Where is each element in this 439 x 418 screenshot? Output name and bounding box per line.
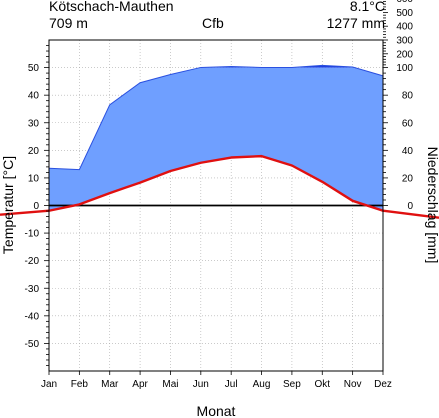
left-tick-label: 20 <box>28 146 40 157</box>
temperature-stub-right <box>382 209 439 219</box>
elevation: 709 m <box>49 15 88 31</box>
precipitation-line <box>48 64 384 171</box>
left-tick-label: -30 <box>25 284 40 295</box>
x-axis-label: Monat <box>197 403 236 418</box>
right-tick-label: 40 <box>402 146 414 157</box>
x-tick-label: Mai <box>162 379 178 390</box>
right-tick-label: 300 <box>396 36 413 47</box>
temperature-stub-left <box>0 209 50 216</box>
right-tick-label: 200 <box>396 49 413 60</box>
left-tick-label: 40 <box>28 91 40 102</box>
left-tick-label: -20 <box>25 256 40 267</box>
left-axis: 50 40 30 20 10 0 -10 -20 -30 -40 -50 <box>25 45 49 366</box>
left-tick-label: 10 <box>28 173 40 184</box>
x-tick-label: Okt <box>314 379 330 390</box>
left-tick-label: 0 <box>33 201 39 212</box>
right-axis: 900800700600500400300200100806040200 <box>383 0 413 212</box>
left-tick-label: 50 <box>28 63 40 74</box>
x-tick-label: Apr <box>132 379 148 390</box>
left-tick-label: -10 <box>25 229 40 240</box>
station-name: Kötschach-Mauthen <box>49 0 174 14</box>
right-tick-label: 600 <box>396 0 413 5</box>
x-tick-label: Sep <box>283 379 301 390</box>
right-tick-label: 500 <box>396 8 413 19</box>
temperature-series-line <box>48 154 384 212</box>
x-tick-label: Jan <box>41 379 57 390</box>
left-tick-label: -50 <box>25 339 40 350</box>
x-tick-label: Mar <box>101 379 119 390</box>
left-tick-label: 30 <box>28 118 40 129</box>
precipitation-area <box>48 64 384 211</box>
koppen-class: Cfb <box>202 15 224 31</box>
x-tick-label: Jul <box>225 379 238 390</box>
x-tick-label: Aug <box>253 379 271 390</box>
x-tick-label: Dez <box>374 379 392 390</box>
y-axis-label-left: Temperatur [°C] <box>0 156 16 254</box>
left-tick-label: -40 <box>25 311 40 322</box>
x-tick-label: Jun <box>193 379 209 390</box>
mean-temperature: 8.1°C <box>349 0 385 14</box>
y-axis-label-right: Niederschlag [mm] <box>425 147 439 264</box>
precipitation-humid-area <box>49 67 383 211</box>
right-tick-label: 400 <box>396 22 413 33</box>
right-tick-label: 80 <box>402 91 414 102</box>
x-axis: Jan Feb Mar Apr Mai Jun Jul Aug Sep Okt Nov Dez <box>41 371 392 390</box>
annual-precipitation: 1277 mm <box>326 15 385 31</box>
temperature-line <box>0 154 439 219</box>
right-tick-label: 100 <box>396 63 413 74</box>
right-tick-label: 0 <box>407 201 413 212</box>
right-tick-label: 20 <box>402 173 414 184</box>
x-tick-label: Feb <box>71 379 89 390</box>
right-tick-label: 60 <box>402 118 414 129</box>
x-tick-label: Nov <box>344 379 362 390</box>
